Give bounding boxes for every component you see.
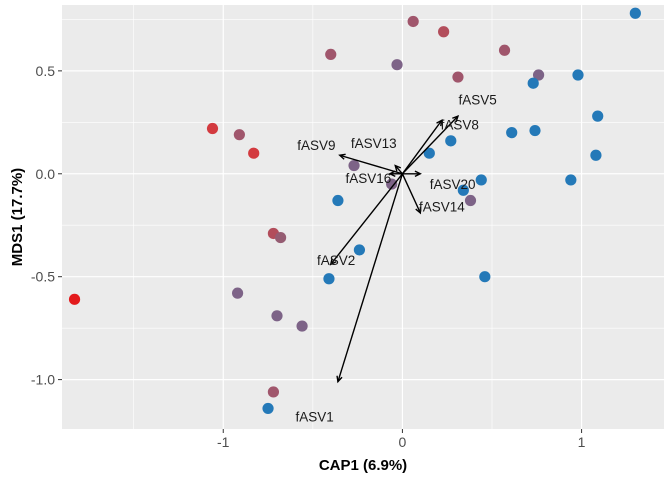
x-tick-label: -1 xyxy=(217,434,230,450)
vector-line xyxy=(394,165,403,175)
vector-line xyxy=(401,115,459,175)
sample-point xyxy=(498,44,511,56)
sample-point xyxy=(274,231,287,244)
vector-arrowhead xyxy=(452,114,460,123)
vector-line xyxy=(401,119,443,175)
vector-line xyxy=(337,173,404,382)
sample-point xyxy=(407,15,419,28)
y-tick-label: -0.5 xyxy=(31,269,55,285)
sample-point xyxy=(325,48,337,60)
sample-point xyxy=(231,287,244,299)
sample-point xyxy=(457,184,469,196)
x-tick-label: 1 xyxy=(578,434,586,450)
sample-point xyxy=(68,293,81,305)
vector-arrowhead xyxy=(388,170,396,178)
y-axis-ticks: -1.0 -0.5 0.0 0.5 xyxy=(31,63,62,388)
vector-arrowhead xyxy=(338,153,346,160)
sample-point xyxy=(506,127,518,139)
x-tick-label: 0 xyxy=(399,434,407,450)
sample-point xyxy=(248,147,260,159)
vector-label: fASV16 xyxy=(345,171,391,186)
sample-point xyxy=(590,149,602,161)
vector-line xyxy=(330,173,403,265)
asv-vectors xyxy=(329,114,460,384)
plot-panel xyxy=(62,5,664,429)
vector-arrowhead xyxy=(436,118,443,127)
sample-point xyxy=(262,402,274,415)
sample-point xyxy=(475,174,487,186)
sample-point xyxy=(271,310,283,322)
vector-line xyxy=(401,173,421,214)
sample-point xyxy=(391,59,403,71)
sample-point xyxy=(479,271,491,283)
x-axis-ticks: -1 0 1 xyxy=(217,429,586,450)
vector-label: fASV5 xyxy=(459,93,497,108)
sample-point xyxy=(572,69,584,81)
sample-point xyxy=(233,129,245,141)
sample-point xyxy=(206,122,219,135)
y-tick-label: 0.5 xyxy=(36,63,56,79)
sample-point xyxy=(592,110,604,122)
major-gridlines xyxy=(62,5,664,429)
vector-label: fASV20 xyxy=(430,177,476,192)
sample-points xyxy=(68,7,641,415)
sample-point xyxy=(629,7,641,19)
vector-label: fASV8 xyxy=(441,117,479,132)
vector-arrowhead xyxy=(414,170,422,178)
vector-arrowhead xyxy=(329,258,337,266)
sample-point xyxy=(323,273,335,285)
sample-point xyxy=(527,77,539,89)
x-axis-title: CAP1 (6.9%) xyxy=(319,457,407,474)
sample-point xyxy=(445,135,457,147)
vector-arrowhead xyxy=(394,164,402,172)
sample-point xyxy=(438,26,450,38)
vector-arrowhead xyxy=(336,375,343,384)
sample-point xyxy=(565,174,577,186)
sample-point xyxy=(464,194,477,207)
sample-point xyxy=(348,159,360,172)
vector-arrowhead xyxy=(415,206,422,215)
y-tick-label: 0.0 xyxy=(36,166,56,182)
vector-label: fASV13 xyxy=(351,136,397,151)
sample-point xyxy=(332,194,344,207)
vector-label: fASV9 xyxy=(297,138,335,153)
y-axis-title: MDS1 (17.7%) xyxy=(9,168,26,266)
vector-label: fASV1 xyxy=(295,410,333,425)
sample-point xyxy=(452,71,464,83)
sample-point xyxy=(386,178,398,190)
vector-label: fASV2 xyxy=(317,253,355,268)
vector-label: fASV14 xyxy=(419,200,465,215)
sample-point xyxy=(529,124,541,137)
sample-point xyxy=(267,386,280,398)
y-tick-label: -1.0 xyxy=(31,372,55,388)
vector-line xyxy=(339,154,403,175)
sample-point xyxy=(423,147,435,159)
asv-vector-labels: fASV1 fASV2 fASV5 fASV8 fASV9 fASV13 fASV14 fAS… xyxy=(295,93,496,425)
minor-gridlines xyxy=(62,5,664,429)
sample-point xyxy=(296,320,308,332)
sample-point xyxy=(532,69,545,81)
sample-point xyxy=(353,244,366,256)
